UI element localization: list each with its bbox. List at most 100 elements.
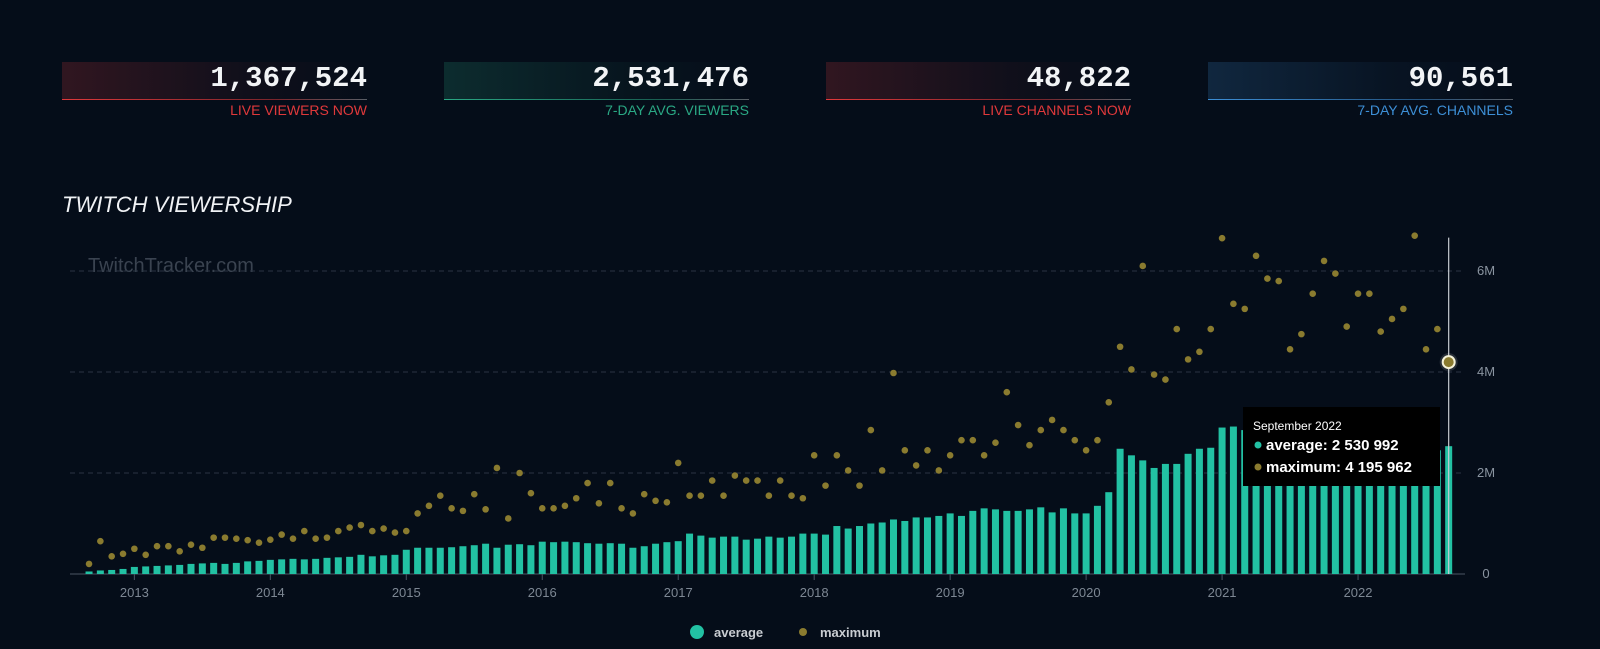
bar (1241, 430, 1249, 574)
bar (130, 566, 138, 574)
bar (255, 560, 263, 574)
bar (1150, 467, 1158, 574)
bar (368, 556, 376, 574)
dot (1037, 426, 1045, 434)
legend-label: maximum (820, 625, 881, 640)
stat-background (62, 62, 367, 99)
x-tick-label: 2021 (1208, 585, 1237, 600)
bar (334, 557, 342, 574)
bar (901, 520, 909, 574)
bar (618, 543, 626, 574)
dot (856, 482, 863, 489)
dot (380, 525, 387, 532)
dot (97, 537, 104, 545)
bar (833, 526, 841, 574)
bar (935, 515, 943, 574)
stat-background (444, 62, 749, 99)
x-tick-label: 2022 (1344, 585, 1373, 600)
dot (131, 545, 138, 553)
bar (119, 568, 127, 574)
bar (312, 558, 320, 574)
dot (312, 535, 319, 542)
bar (198, 563, 206, 574)
dot (199, 544, 206, 552)
dot (255, 539, 263, 546)
bar (572, 542, 580, 574)
bar (108, 569, 116, 574)
dot (1162, 376, 1169, 383)
bar (232, 562, 240, 574)
stat-label: 7-DAY AVG. VIEWERS (605, 102, 749, 118)
dot (1286, 345, 1294, 353)
dot (799, 494, 807, 502)
tooltip: September 2022 average: 2 530 992 maximum:… (1243, 407, 1440, 486)
dot (233, 535, 240, 542)
dot (1275, 277, 1283, 285)
bar (731, 536, 739, 574)
dot (697, 492, 705, 500)
dot (1173, 325, 1181, 333)
bar (561, 541, 569, 574)
dot (482, 506, 489, 513)
bar (1093, 505, 1101, 574)
bar (1252, 435, 1260, 574)
stat-card: 48,822 LIVE CHANNELS NOW (826, 62, 1131, 118)
bar (153, 565, 161, 574)
bar (1025, 509, 1033, 574)
bar (1388, 442, 1396, 574)
legend-marker (690, 625, 704, 639)
dot (448, 505, 455, 512)
bar (482, 543, 490, 574)
dot (810, 452, 818, 459)
bar (402, 549, 410, 574)
bar (1229, 426, 1237, 574)
dot (890, 369, 897, 377)
bar (1331, 447, 1339, 574)
bar (85, 571, 93, 574)
bar (1082, 513, 1090, 574)
dot (1105, 399, 1113, 406)
dot (142, 551, 149, 559)
dot (1003, 388, 1011, 396)
dot (776, 477, 784, 484)
bar (1275, 442, 1283, 574)
dot (1082, 446, 1090, 454)
dot (527, 489, 535, 497)
bar (652, 543, 660, 574)
bar (448, 547, 456, 574)
bar (414, 547, 422, 574)
bar (810, 533, 818, 574)
bar (969, 510, 977, 574)
bar (493, 547, 501, 574)
bar (1377, 437, 1385, 574)
dot (402, 527, 410, 535)
bar (210, 562, 218, 574)
dot (561, 502, 569, 510)
dot (210, 534, 217, 541)
bar (459, 546, 467, 574)
dot (924, 446, 931, 454)
x-tick-label: 2016 (528, 585, 557, 600)
bar (1184, 453, 1192, 574)
bar (844, 528, 852, 574)
bar (686, 533, 694, 574)
bar (1422, 450, 1430, 574)
bar (912, 517, 920, 574)
dot (629, 510, 637, 517)
dot (516, 469, 523, 477)
y-tick-label: 6M (1477, 263, 1495, 278)
bar (289, 558, 297, 574)
bar (1059, 508, 1067, 574)
bar (595, 543, 603, 574)
dot (335, 527, 342, 535)
dot (1411, 232, 1418, 239)
bar (1139, 460, 1147, 574)
legend-label: average (714, 625, 763, 640)
dot (878, 467, 886, 474)
tooltip-title: September 2022 (1253, 419, 1342, 433)
dot (912, 462, 920, 469)
bar (674, 541, 682, 574)
dot (346, 524, 353, 531)
dot (221, 534, 229, 541)
dot (765, 492, 773, 500)
